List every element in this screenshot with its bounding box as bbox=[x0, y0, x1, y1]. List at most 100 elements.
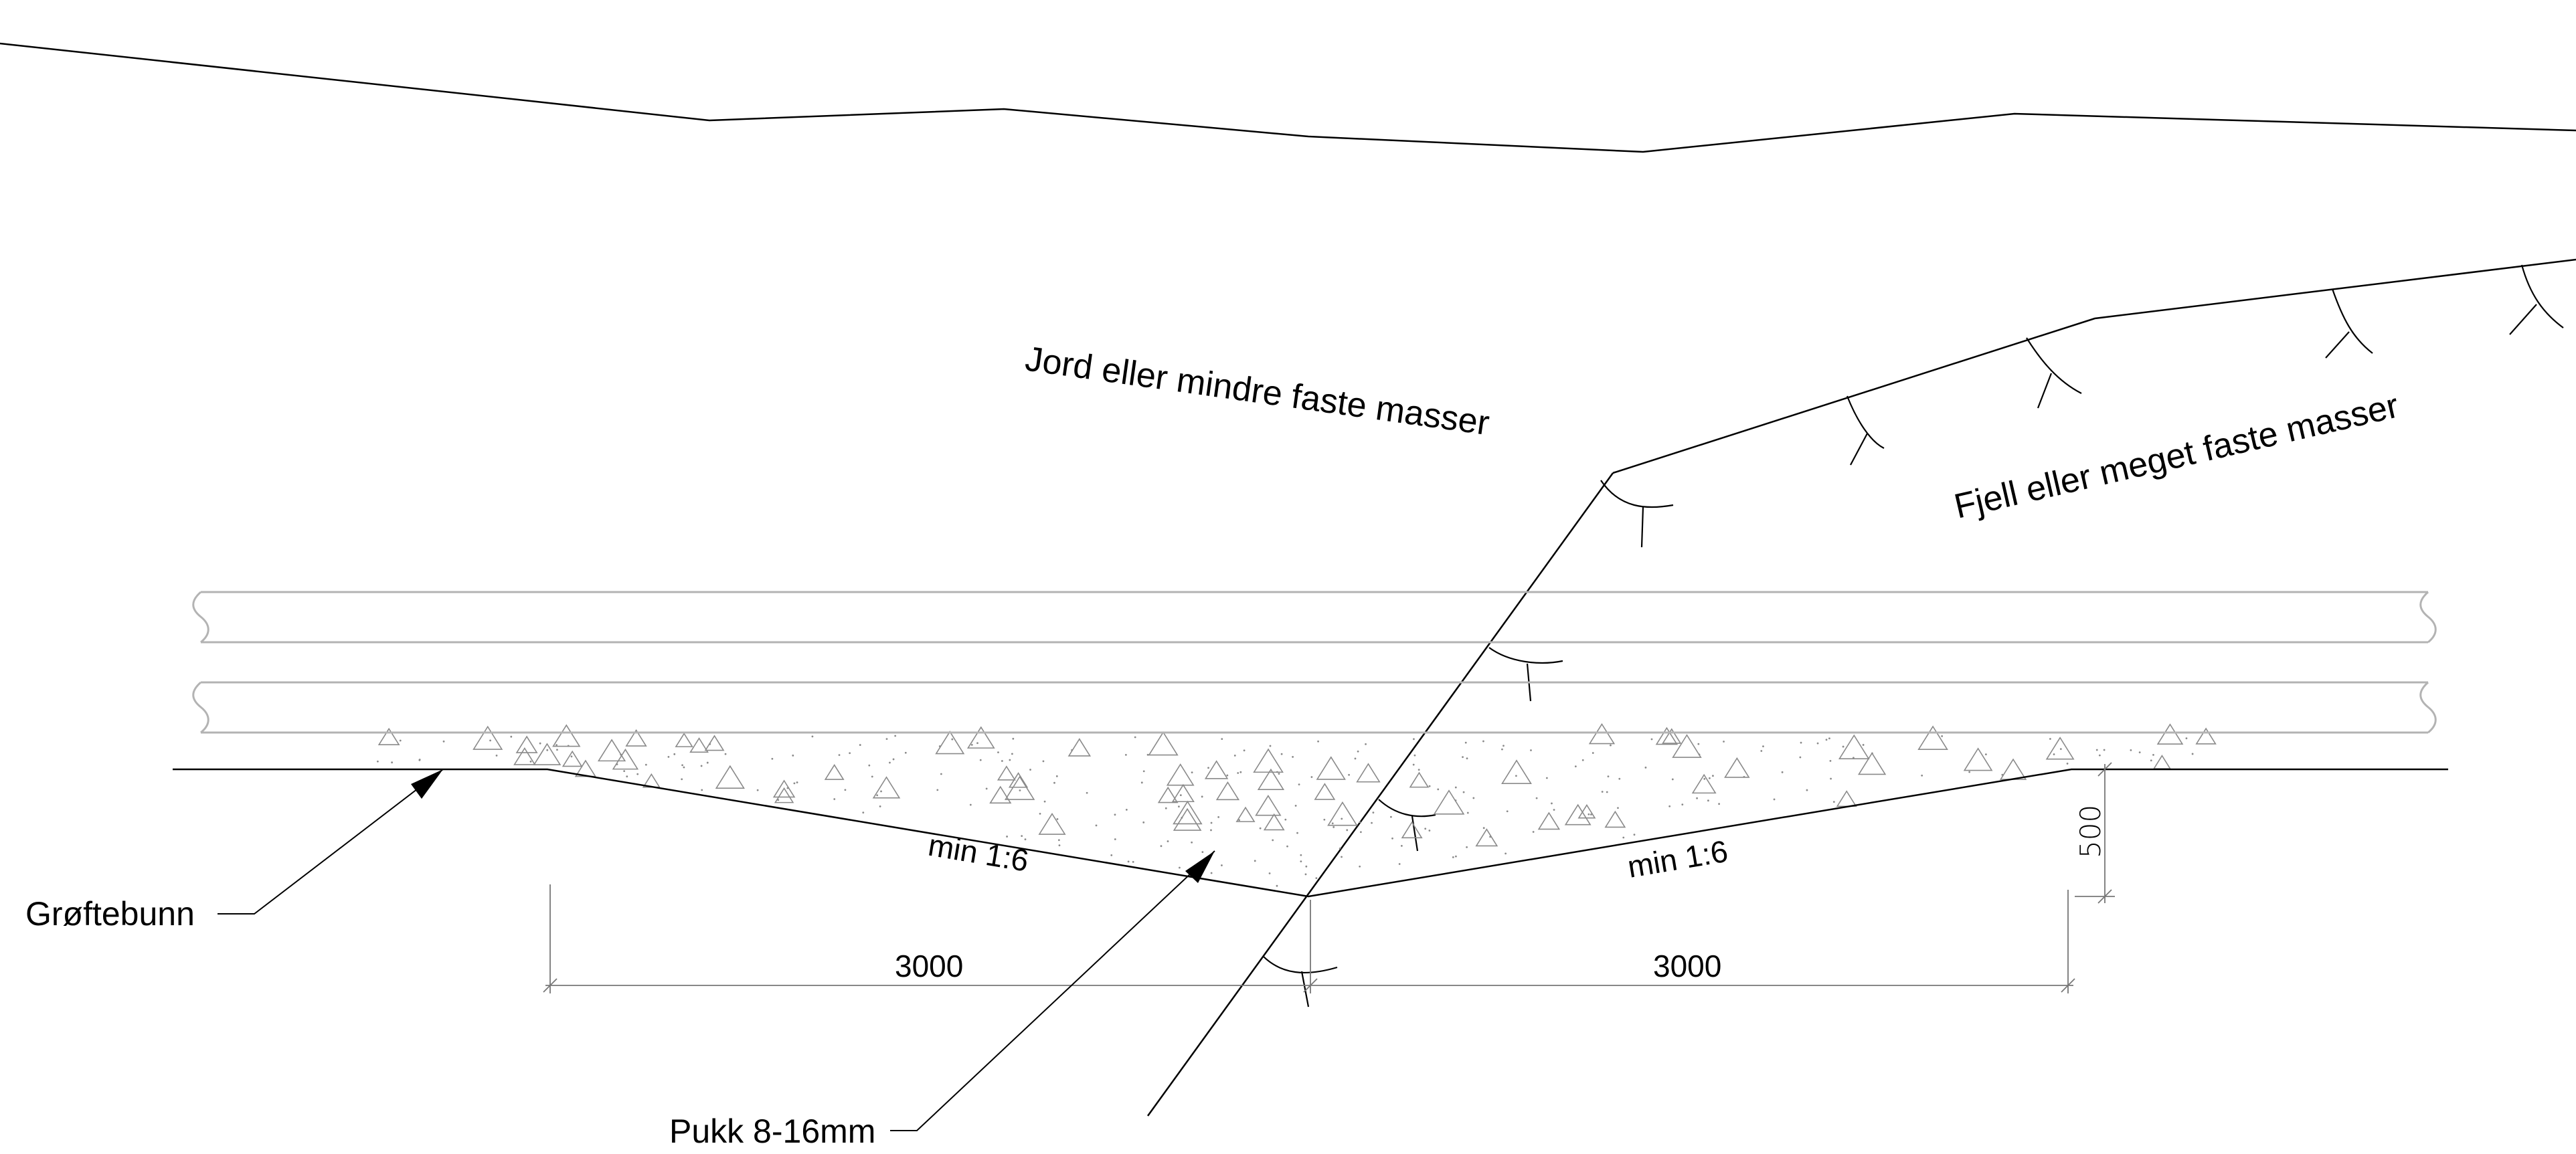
rock-surface-line bbox=[1612, 258, 2576, 474]
gravel-dot-mark bbox=[1454, 786, 1457, 789]
gravel-dot-mark bbox=[1259, 827, 1262, 830]
gravel-triangle-mark bbox=[715, 765, 745, 789]
gravel-triangle-mark bbox=[1215, 781, 1240, 801]
arrow-head-icon bbox=[411, 769, 443, 799]
gravel-triangle-mark bbox=[1537, 811, 1561, 830]
gravel-dot-mark bbox=[1348, 773, 1350, 776]
gravel-dot-mark bbox=[838, 754, 841, 757]
gravel-dot-mark bbox=[1545, 777, 1548, 779]
gravel-triangle-mark bbox=[552, 724, 581, 747]
gravel-dot-mark bbox=[1276, 771, 1278, 773]
gravel-triangle-mark bbox=[1672, 734, 1702, 758]
gravel-dot-mark bbox=[1607, 775, 1610, 778]
gravel-dot-mark bbox=[1703, 777, 1706, 780]
gravel-triangle-mark bbox=[2195, 727, 2217, 745]
gravel-dot-mark bbox=[889, 761, 891, 764]
gravel-dot-mark bbox=[1333, 826, 1335, 828]
gravel-triangle-mark bbox=[1257, 768, 1285, 791]
gravel-dot-mark bbox=[1501, 748, 1503, 751]
rock-hatch-stem bbox=[1300, 971, 1310, 1007]
gravel-dot-mark bbox=[1622, 836, 1625, 839]
gravel-dot-mark bbox=[796, 781, 798, 783]
gravel-dot-mark bbox=[1029, 769, 1031, 771]
gravel-triangle-mark bbox=[689, 737, 709, 753]
gravel-dot-mark bbox=[1124, 753, 1127, 756]
vertical-dimension bbox=[2075, 762, 2115, 904]
gravel-dot-mark bbox=[1058, 844, 1061, 847]
gravel-dot-mark bbox=[1590, 813, 1592, 815]
gravel-triangle-mark bbox=[1655, 727, 1679, 745]
gravel-dot-mark bbox=[2053, 753, 2055, 755]
gravel-dot-mark bbox=[859, 744, 861, 746]
gravel-dot-mark bbox=[1709, 777, 1711, 779]
gravel-dot-mark bbox=[1280, 753, 1283, 755]
gravel-dot-mark bbox=[771, 757, 774, 760]
gravel-dot-mark bbox=[1006, 836, 1008, 838]
gravel-dot-mark bbox=[681, 764, 683, 767]
lower-pipe bbox=[192, 681, 2437, 734]
gravel-dot-mark bbox=[1331, 822, 1334, 825]
gravel-dot-mark bbox=[879, 805, 881, 807]
gravel-dot-mark bbox=[1842, 745, 1844, 748]
gravel-dot-mark bbox=[1140, 781, 1143, 784]
gravel-dot-mark bbox=[1317, 740, 1319, 743]
gravel-dot-mark bbox=[2059, 748, 2062, 751]
gravel-dot-mark bbox=[1723, 741, 1725, 743]
rock-hatch-stem bbox=[1411, 815, 1419, 852]
dimension-label-left: 3000 bbox=[895, 949, 963, 983]
horizontal-dimension bbox=[543, 884, 2075, 993]
gravel-dot-mark bbox=[1921, 774, 1923, 777]
gravel-dot-mark bbox=[894, 735, 897, 737]
rock-hatch-arc bbox=[1846, 395, 1885, 449]
gravel-dot-mark bbox=[2049, 738, 2051, 740]
rock-hatch-arc bbox=[2520, 264, 2564, 328]
gravel-triangle-mark bbox=[1004, 775, 1035, 800]
gravel-dot-mark bbox=[792, 754, 794, 757]
gravel-dot-mark bbox=[756, 789, 759, 791]
gravel-dot-mark bbox=[1055, 775, 1058, 777]
gravel-dot-mark bbox=[1968, 771, 1971, 773]
gravel-dot-mark bbox=[1210, 822, 1213, 824]
gravel-triangle-mark bbox=[935, 731, 965, 755]
gravel-dot-mark bbox=[1718, 803, 1720, 805]
gravel-triangle-mark bbox=[377, 727, 400, 746]
gravel-dot-mark bbox=[1012, 737, 1015, 740]
gravel-triangle-mark bbox=[1917, 725, 1948, 750]
gravel-dot-mark bbox=[849, 752, 851, 755]
gravel-dot-mark bbox=[1114, 813, 1116, 816]
gravel-dot-mark bbox=[1452, 856, 1454, 858]
gravel-dot-mark bbox=[1633, 834, 1636, 836]
gravel-dot-mark bbox=[1276, 884, 1278, 887]
gravel-triangle-mark bbox=[1999, 758, 2027, 780]
gravel-triangle-mark bbox=[1662, 728, 1682, 744]
gravel-dot-mark bbox=[793, 782, 796, 785]
gravel-dot-mark bbox=[1239, 771, 1242, 773]
slope-label-left: min 1:6 bbox=[926, 828, 1031, 878]
gravel-dot-mark bbox=[2066, 763, 2069, 765]
gravel-triangle-mark bbox=[515, 735, 538, 753]
gravel-triangle-mark bbox=[1263, 813, 1285, 831]
gravel-dot-mark bbox=[616, 763, 618, 765]
gravel-dot-mark bbox=[1806, 789, 1808, 791]
gravel-dot-mark bbox=[1272, 839, 1274, 842]
gravel-dot-mark bbox=[1110, 854, 1113, 856]
gravel-dot-mark bbox=[489, 739, 491, 742]
gravel-dot-mark bbox=[1372, 811, 1375, 814]
gravel-dot-mark bbox=[556, 749, 558, 751]
gravel-dot-mark bbox=[1506, 810, 1509, 813]
gravel-dot-mark bbox=[1535, 797, 1538, 799]
rock-hatch-arc bbox=[1600, 480, 1674, 508]
gravel-dot-mark bbox=[1011, 753, 1013, 755]
gravel-dot-mark bbox=[1086, 791, 1088, 794]
gravel-dot-mark bbox=[1437, 788, 1440, 791]
rock-hatch-symbols bbox=[1263, 264, 2564, 1007]
gravel-dot-mark bbox=[1773, 798, 1776, 801]
gravel-triangle-mark bbox=[1173, 800, 1203, 825]
gravel-dot-mark bbox=[555, 744, 557, 747]
gravel-dot-mark bbox=[976, 742, 978, 745]
gravel-leader bbox=[890, 850, 1215, 1131]
gravel-dot-mark bbox=[1391, 837, 1393, 840]
gravel-dot-mark bbox=[1323, 818, 1326, 821]
gravel-dot-mark bbox=[645, 763, 647, 766]
